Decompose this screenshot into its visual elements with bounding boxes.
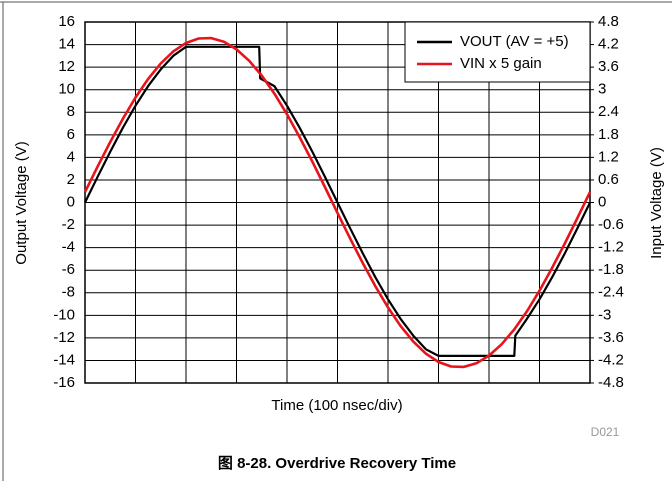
y2-tick-label: -0.6 [598, 216, 624, 233]
y2-tick-label: -2.4 [598, 284, 624, 301]
y2-tick-label: 1.8 [598, 126, 619, 143]
y-tick-label: -6 [62, 261, 75, 278]
y-tick-label: -2 [62, 216, 75, 233]
y2-tick-label: 0.6 [598, 171, 619, 188]
y2-tick-label: -3.6 [598, 329, 624, 346]
y2-tick-label: 4.8 [598, 13, 619, 30]
y2-tick-label: 3.6 [598, 58, 619, 75]
y-tick-label: 12 [58, 58, 75, 75]
y2-tick-label: 1.2 [598, 148, 619, 165]
y-tick-label: -14 [53, 351, 75, 368]
y2-tick-label: 2.4 [598, 103, 619, 120]
series-line [83, 36, 592, 369]
y-tick-label: -4 [62, 239, 75, 256]
figure-id: D021 [591, 425, 620, 439]
y-tick-label: -12 [53, 329, 75, 346]
legend-label: VIN x 5 gain [460, 55, 542, 72]
legend-box [404, 21, 591, 83]
y-tick-label: 14 [58, 36, 75, 53]
caption: 图 8-28. Overdrive Recovery Time [218, 455, 456, 472]
y-tick-label: -10 [53, 306, 75, 323]
y2-tick-label: -3 [598, 306, 611, 323]
y-tick-label: 6 [67, 126, 75, 143]
y2-tick-label: 3 [598, 81, 606, 98]
series-line [84, 45, 591, 357]
y-tick-label: 4 [67, 148, 75, 165]
y2-tick-label: -4.2 [598, 351, 624, 368]
y-tick-label: -8 [62, 284, 75, 301]
y-axis-label: Output Voltage (V) [13, 141, 30, 264]
y2-tick-label: -1.2 [598, 239, 624, 256]
legend-label: VOUT (AV = +5) [460, 33, 569, 50]
y-tick-label: 0 [67, 193, 75, 210]
y2-tick-label: -1.8 [598, 261, 624, 278]
y-tick-label: 16 [58, 13, 75, 30]
y2-tick-label: -4.8 [598, 374, 624, 391]
y-tick-label: -16 [53, 374, 75, 391]
y2-tick-label: 4.2 [598, 36, 619, 53]
y-tick-label: 8 [67, 103, 75, 120]
y2-tick-label: 0 [598, 193, 606, 210]
x-axis-label: Time (100 nsec/div) [271, 397, 402, 414]
y-tick-label: 10 [58, 81, 75, 98]
y-tick-label: 2 [67, 171, 75, 188]
y2-axis-label: Input Voltage (V) [648, 147, 665, 259]
